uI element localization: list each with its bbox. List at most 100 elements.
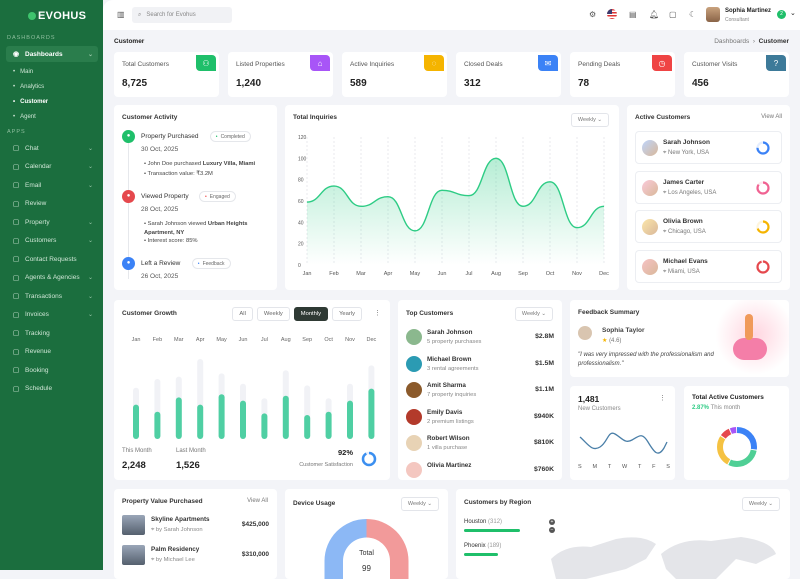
more-icon[interactable]: ⋮ (659, 394, 666, 402)
card-title: Active Customers (635, 114, 690, 121)
stat-label: Pending Deals (578, 61, 620, 68)
sidebar-item-invoices[interactable]: ▢Invoices⌄ (6, 307, 98, 323)
clock-icon: ▢ (11, 385, 21, 393)
sidebar-sub-analytics[interactable]: Analytics (13, 84, 44, 90)
sidebar-item-property[interactable]: ▢Property⌄ (6, 214, 98, 230)
activity-title: Left a Review (141, 260, 180, 267)
view-all-link[interactable]: View All (247, 498, 268, 504)
satisfaction-value: 92% (338, 448, 353, 457)
customers-by-region-card: Customers by Region Weekly ⌄ Houston (31… (456, 489, 790, 579)
sidebar-item-customers[interactable]: ▢Customers⌄ (6, 233, 98, 249)
stat-label: Closed Deals (464, 61, 503, 68)
avatar (406, 382, 422, 398)
world-map (546, 529, 786, 579)
device-center-label: Total (285, 550, 448, 557)
avatar (406, 409, 422, 425)
view-all-link[interactable]: View All (761, 114, 782, 120)
moon-icon[interactable]: ☾ (689, 10, 696, 19)
active-customer-item[interactable]: Michael Evans⌖ Miami, USA (635, 250, 782, 283)
x-tick-label: Dec (599, 271, 609, 277)
active-customer-item[interactable]: James Carter⌖ Los Angeles, USA (635, 171, 782, 204)
month-label: May (216, 337, 227, 343)
property-row[interactable]: Skyline Apartments⌖ by Sarah Johnson$425… (122, 513, 269, 537)
card-icon: ▢ (11, 292, 21, 300)
users-icon: ▢ (11, 237, 21, 245)
card-title: Total Active Customers (692, 394, 764, 401)
chat-icon: ▢ (11, 144, 21, 152)
search-icon: ⌕ (138, 12, 141, 19)
month-label: Jun (239, 337, 248, 343)
bell-icon[interactable]: 🔔︎ (649, 10, 659, 19)
active-customer-item[interactable]: Sarah Johnson⌖ New York, USA (635, 131, 782, 164)
chevron-down-icon[interactable]: ⌄ (790, 9, 796, 17)
period-dropdown[interactable]: Weekly ⌄ (742, 497, 780, 511)
sidebar-item-transactions[interactable]: ▢Transactions⌄ (6, 288, 98, 304)
sidebar-sub-main[interactable]: Main (13, 69, 33, 75)
sidebar-item-revenue[interactable]: ▢Revenue (6, 344, 98, 360)
customer-name: Amit Sharma (427, 382, 466, 389)
sidebar-item-review[interactable]: ▢Review (6, 196, 98, 212)
sidebar-sub-agent[interactable]: Agent (13, 114, 36, 120)
person-illustration (745, 314, 753, 340)
x-tick-label: Aug (491, 271, 501, 277)
stat-label: Customer Visits (692, 61, 737, 68)
sidebar-item-chat[interactable]: ▢Chat⌄ (6, 140, 98, 156)
sidebar-item-calendar[interactable]: ▢Calendar⌄ (6, 159, 98, 175)
region-bar (464, 553, 498, 556)
breadcrumb-dashboards[interactable]: Dashboards (714, 38, 749, 45)
growth-percent: 2.87% (692, 405, 709, 411)
message-icon[interactable]: ▢ (669, 10, 677, 19)
month-label: Jul (261, 337, 268, 343)
logo[interactable]: EVOHUS (28, 10, 86, 22)
progress-ring (755, 140, 771, 156)
customer-location: ⌖ Chicago, USA (663, 229, 706, 236)
customer-detail: 5 property purchases (427, 339, 481, 345)
region-label: Phoenix (189) (464, 543, 501, 549)
progress-ring (755, 259, 771, 275)
top-customer-row[interactable]: Olivia Martinez$760K (406, 460, 554, 479)
sidebar-item-schedule[interactable]: ▢Schedule (6, 381, 98, 397)
user-name[interactable]: Sophia Martinez (725, 8, 771, 14)
satisfaction-ring (361, 451, 377, 467)
sidebar-item-booking[interactable]: ▢Booking (6, 362, 98, 378)
gear-icon[interactable]: ⚙ (589, 10, 596, 19)
layout-icon[interactable]: ▤ (629, 10, 637, 19)
user-badge: 2 (777, 10, 786, 19)
buyer-text: by Michael Lee (156, 557, 195, 563)
help-icon: ? (766, 55, 786, 71)
property-thumbnail (122, 545, 145, 565)
sidebar-item-email[interactable]: ▢Email⌄ (6, 177, 98, 193)
city-name: Phoenix (464, 543, 486, 549)
sidebar-item-dashboards[interactable]: ◉Dashboards⌄ (6, 46, 98, 62)
reviewer-avatar (578, 326, 592, 340)
stat-label: Listed Properties (236, 61, 285, 68)
day-label: S (578, 464, 582, 470)
sidebar-sub-customer[interactable]: Customer (13, 99, 48, 105)
active-customer-item[interactable]: Olivia Brown⌖ Chicago, USA (635, 210, 782, 243)
user-avatar[interactable] (706, 7, 720, 22)
customer-detail: 3 rental agreements (427, 366, 479, 372)
month-label: Sep (302, 337, 312, 343)
sidebar-toggle-icon[interactable]: ▥ (117, 10, 125, 19)
y-tick-label: 40 (298, 220, 304, 226)
zoom-in-button[interactable]: + (549, 519, 555, 525)
customer-detail: 2 premium listings (427, 419, 474, 425)
property-row[interactable]: Palm Residency⌖ by Michael Lee$310,000 (122, 543, 269, 567)
search-input[interactable]: ⌕Search for Evohus (132, 7, 232, 23)
day-label: F (652, 464, 655, 470)
booking-icon: ▢ (11, 366, 21, 374)
sidebar-item-tracking[interactable]: ▢Tracking (6, 325, 98, 341)
flag-us-icon[interactable] (607, 9, 617, 19)
sidebar-item-contact-requests[interactable]: ▢Contact Requests (6, 251, 98, 267)
rating: (4.6) (609, 338, 621, 344)
sidebar-item-agents-agencies[interactable]: ▢Agents & Agencies⌄ (6, 270, 98, 286)
